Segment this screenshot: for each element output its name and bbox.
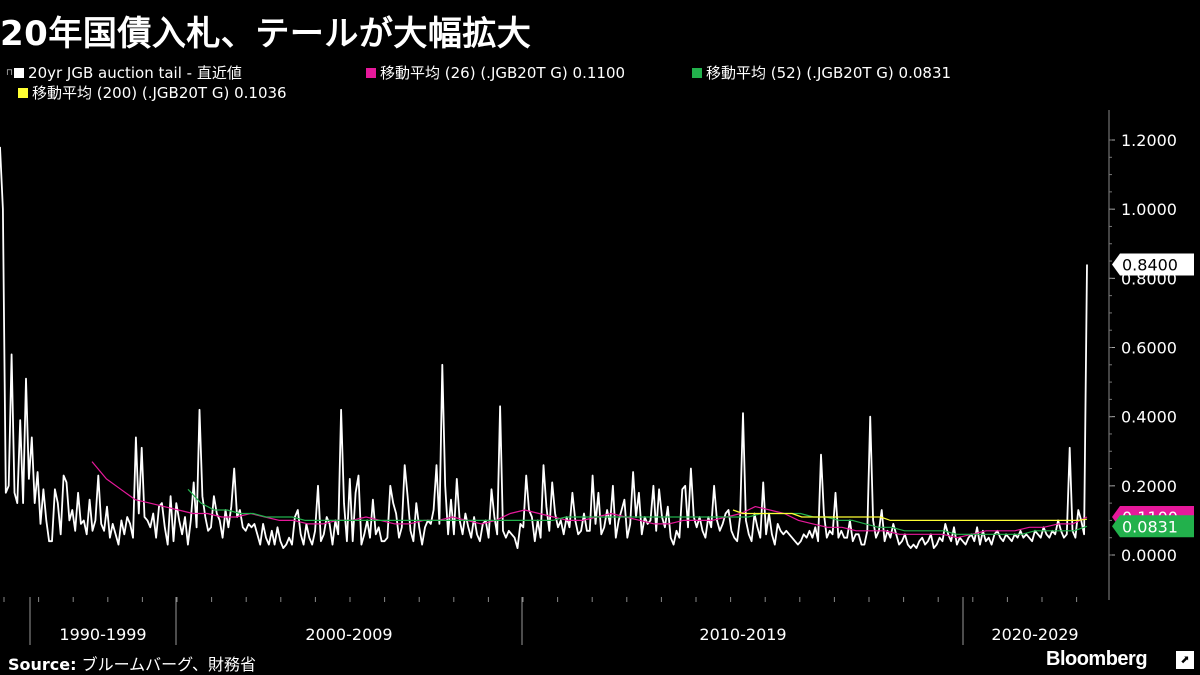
last-value-tag: 0.8400	[1112, 253, 1194, 276]
y-tick-label: 0.6000	[1121, 339, 1177, 358]
series-line-ma52	[187, 488, 1088, 535]
x-axis-label: 1990-1999	[59, 625, 146, 644]
last-value-tag-bg	[1112, 253, 1194, 276]
series-line-ma200	[732, 509, 1088, 522]
y-tick-label: 1.0000	[1121, 200, 1177, 219]
legend-label: 移動平均 (52) (.JGB20T G) 0.0831	[706, 64, 952, 82]
legend-swatch-white	[14, 67, 25, 78]
y-tick-label: 0.2000	[1121, 477, 1177, 496]
legend-swatch-yellow	[18, 87, 28, 98]
legend-item-ma200: 移動平均 (200) (.JGB20T G) 0.1036	[18, 82, 287, 103]
legend-label: 20yr JGB auction tail - 直近値	[28, 64, 242, 82]
x-axis-label: 2010-2019	[699, 625, 786, 644]
expand-icon: ⬈	[1176, 651, 1194, 669]
last-value-tag-bg	[1112, 515, 1194, 538]
legend-swatch-magenta	[366, 67, 376, 78]
legend-marker-icon: ⊓	[6, 67, 14, 78]
series-line-latest	[0, 146, 1088, 549]
bloomberg-logo: Bloomberg	[1046, 648, 1148, 670]
x-axis-label: 2020-2029	[991, 625, 1078, 644]
last-value-tag-text: 0.8400	[1122, 256, 1178, 275]
last-value-tag-text: 0.0831	[1122, 517, 1178, 536]
chart-title: 20年国債入札、テールが大幅拡大	[0, 14, 532, 54]
legend-item-ma52: 移動平均 (52) (.JGB20T G) 0.0831	[692, 62, 951, 83]
y-tick-label: 0.0000	[1121, 546, 1177, 565]
source-note: Source: ブルームバーグ、財務省	[8, 651, 256, 675]
source-text: ブルームバーグ、財務省	[81, 655, 257, 674]
source-label: Source:	[8, 655, 77, 674]
legend-item-latest: ⊓ 20yr JGB auction tail - 直近値	[6, 62, 242, 83]
x-axis-label: 2000-2009	[305, 625, 392, 644]
legend-label: 移動平均 (200) (.JGB20T G) 0.1036	[32, 84, 287, 102]
legend-swatch-green	[692, 67, 702, 78]
legend-item-ma26: 移動平均 (26) (.JGB20T G) 0.1100	[366, 62, 625, 83]
last-value-tag: 0.0831	[1112, 515, 1194, 538]
y-tick-label: 1.2000	[1121, 131, 1177, 150]
y-tick-label: 0.4000	[1121, 408, 1177, 427]
legend-label: 移動平均 (26) (.JGB20T G) 0.1100	[380, 64, 626, 82]
